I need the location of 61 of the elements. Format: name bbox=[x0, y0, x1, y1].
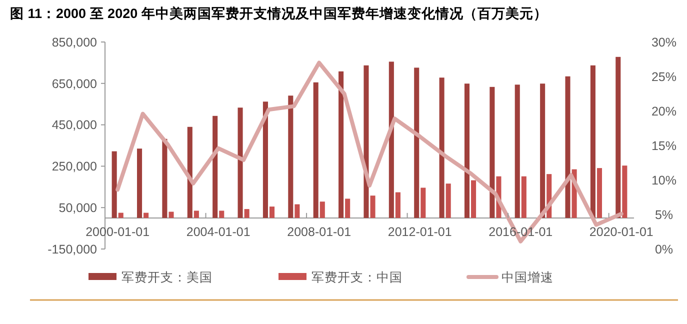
bar bbox=[269, 206, 275, 218]
bar bbox=[616, 56, 621, 218]
chart-title: 图 11：2000 至 2020 年中美两国军费开支情况及中国军费年增速变化情况（百万美元） bbox=[10, 5, 548, 21]
y-tick-label: -150,000 bbox=[48, 242, 98, 256]
bar bbox=[596, 168, 602, 218]
x-tick-label: 2016-01-01 bbox=[488, 225, 553, 239]
x-tick-label: 2012-01-01 bbox=[388, 225, 452, 239]
bar bbox=[622, 166, 628, 218]
bar bbox=[294, 204, 300, 218]
bar bbox=[137, 148, 142, 218]
y2-tick-label: 10% bbox=[651, 173, 677, 188]
bar bbox=[540, 84, 546, 218]
bar bbox=[219, 210, 224, 218]
bar bbox=[112, 151, 117, 218]
bar bbox=[565, 76, 570, 218]
bar bbox=[244, 209, 250, 218]
bar bbox=[345, 198, 350, 218]
bar bbox=[238, 108, 243, 218]
bar bbox=[464, 84, 470, 218]
x-tick-label: 2008-01-01 bbox=[287, 225, 352, 239]
y2-tick-label: 30% bbox=[651, 35, 677, 50]
bar bbox=[439, 78, 444, 218]
bar bbox=[370, 196, 376, 218]
y2-tick-label: 5% bbox=[654, 208, 674, 222]
bar bbox=[288, 96, 294, 218]
bar bbox=[212, 116, 218, 218]
bar bbox=[364, 65, 369, 218]
y2-tick-label: 0% bbox=[654, 242, 674, 256]
bar bbox=[490, 86, 495, 218]
y-tick-label: 250,000 bbox=[52, 160, 98, 174]
legend-label: 军费开支：中国 bbox=[312, 270, 402, 284]
legend-label: 军费开支：美国 bbox=[122, 269, 212, 284]
bar bbox=[187, 126, 192, 218]
x-tick-label: 2004-01-01 bbox=[186, 225, 250, 239]
y-tick-label: 650,000 bbox=[52, 76, 98, 91]
bar bbox=[514, 84, 520, 218]
bar bbox=[414, 68, 420, 218]
bar bbox=[162, 138, 168, 218]
y2-tick-label: 20% bbox=[651, 104, 677, 118]
bar bbox=[194, 210, 199, 218]
legend-label: 中国增速 bbox=[502, 270, 554, 284]
y2-tick-label: 25% bbox=[651, 70, 677, 84]
bar bbox=[118, 212, 124, 218]
y2-tick-label: 15% bbox=[651, 138, 677, 153]
x-tick-label: 2020-01-01 bbox=[589, 225, 654, 239]
bar bbox=[144, 212, 149, 218]
bar bbox=[590, 65, 596, 218]
y-tick-label: 50,000 bbox=[58, 200, 98, 215]
bar bbox=[420, 188, 426, 218]
bar bbox=[471, 180, 476, 218]
bar bbox=[338, 71, 344, 218]
bar bbox=[388, 62, 394, 218]
bar bbox=[320, 202, 325, 218]
bar bbox=[395, 192, 400, 218]
bar bbox=[446, 184, 451, 218]
bar bbox=[262, 102, 268, 218]
bar bbox=[521, 176, 526, 218]
bar bbox=[168, 212, 174, 218]
y-tick-label: 850,000 bbox=[52, 35, 98, 50]
bar bbox=[313, 82, 318, 218]
y-tick-label: 450,000 bbox=[52, 118, 98, 132]
